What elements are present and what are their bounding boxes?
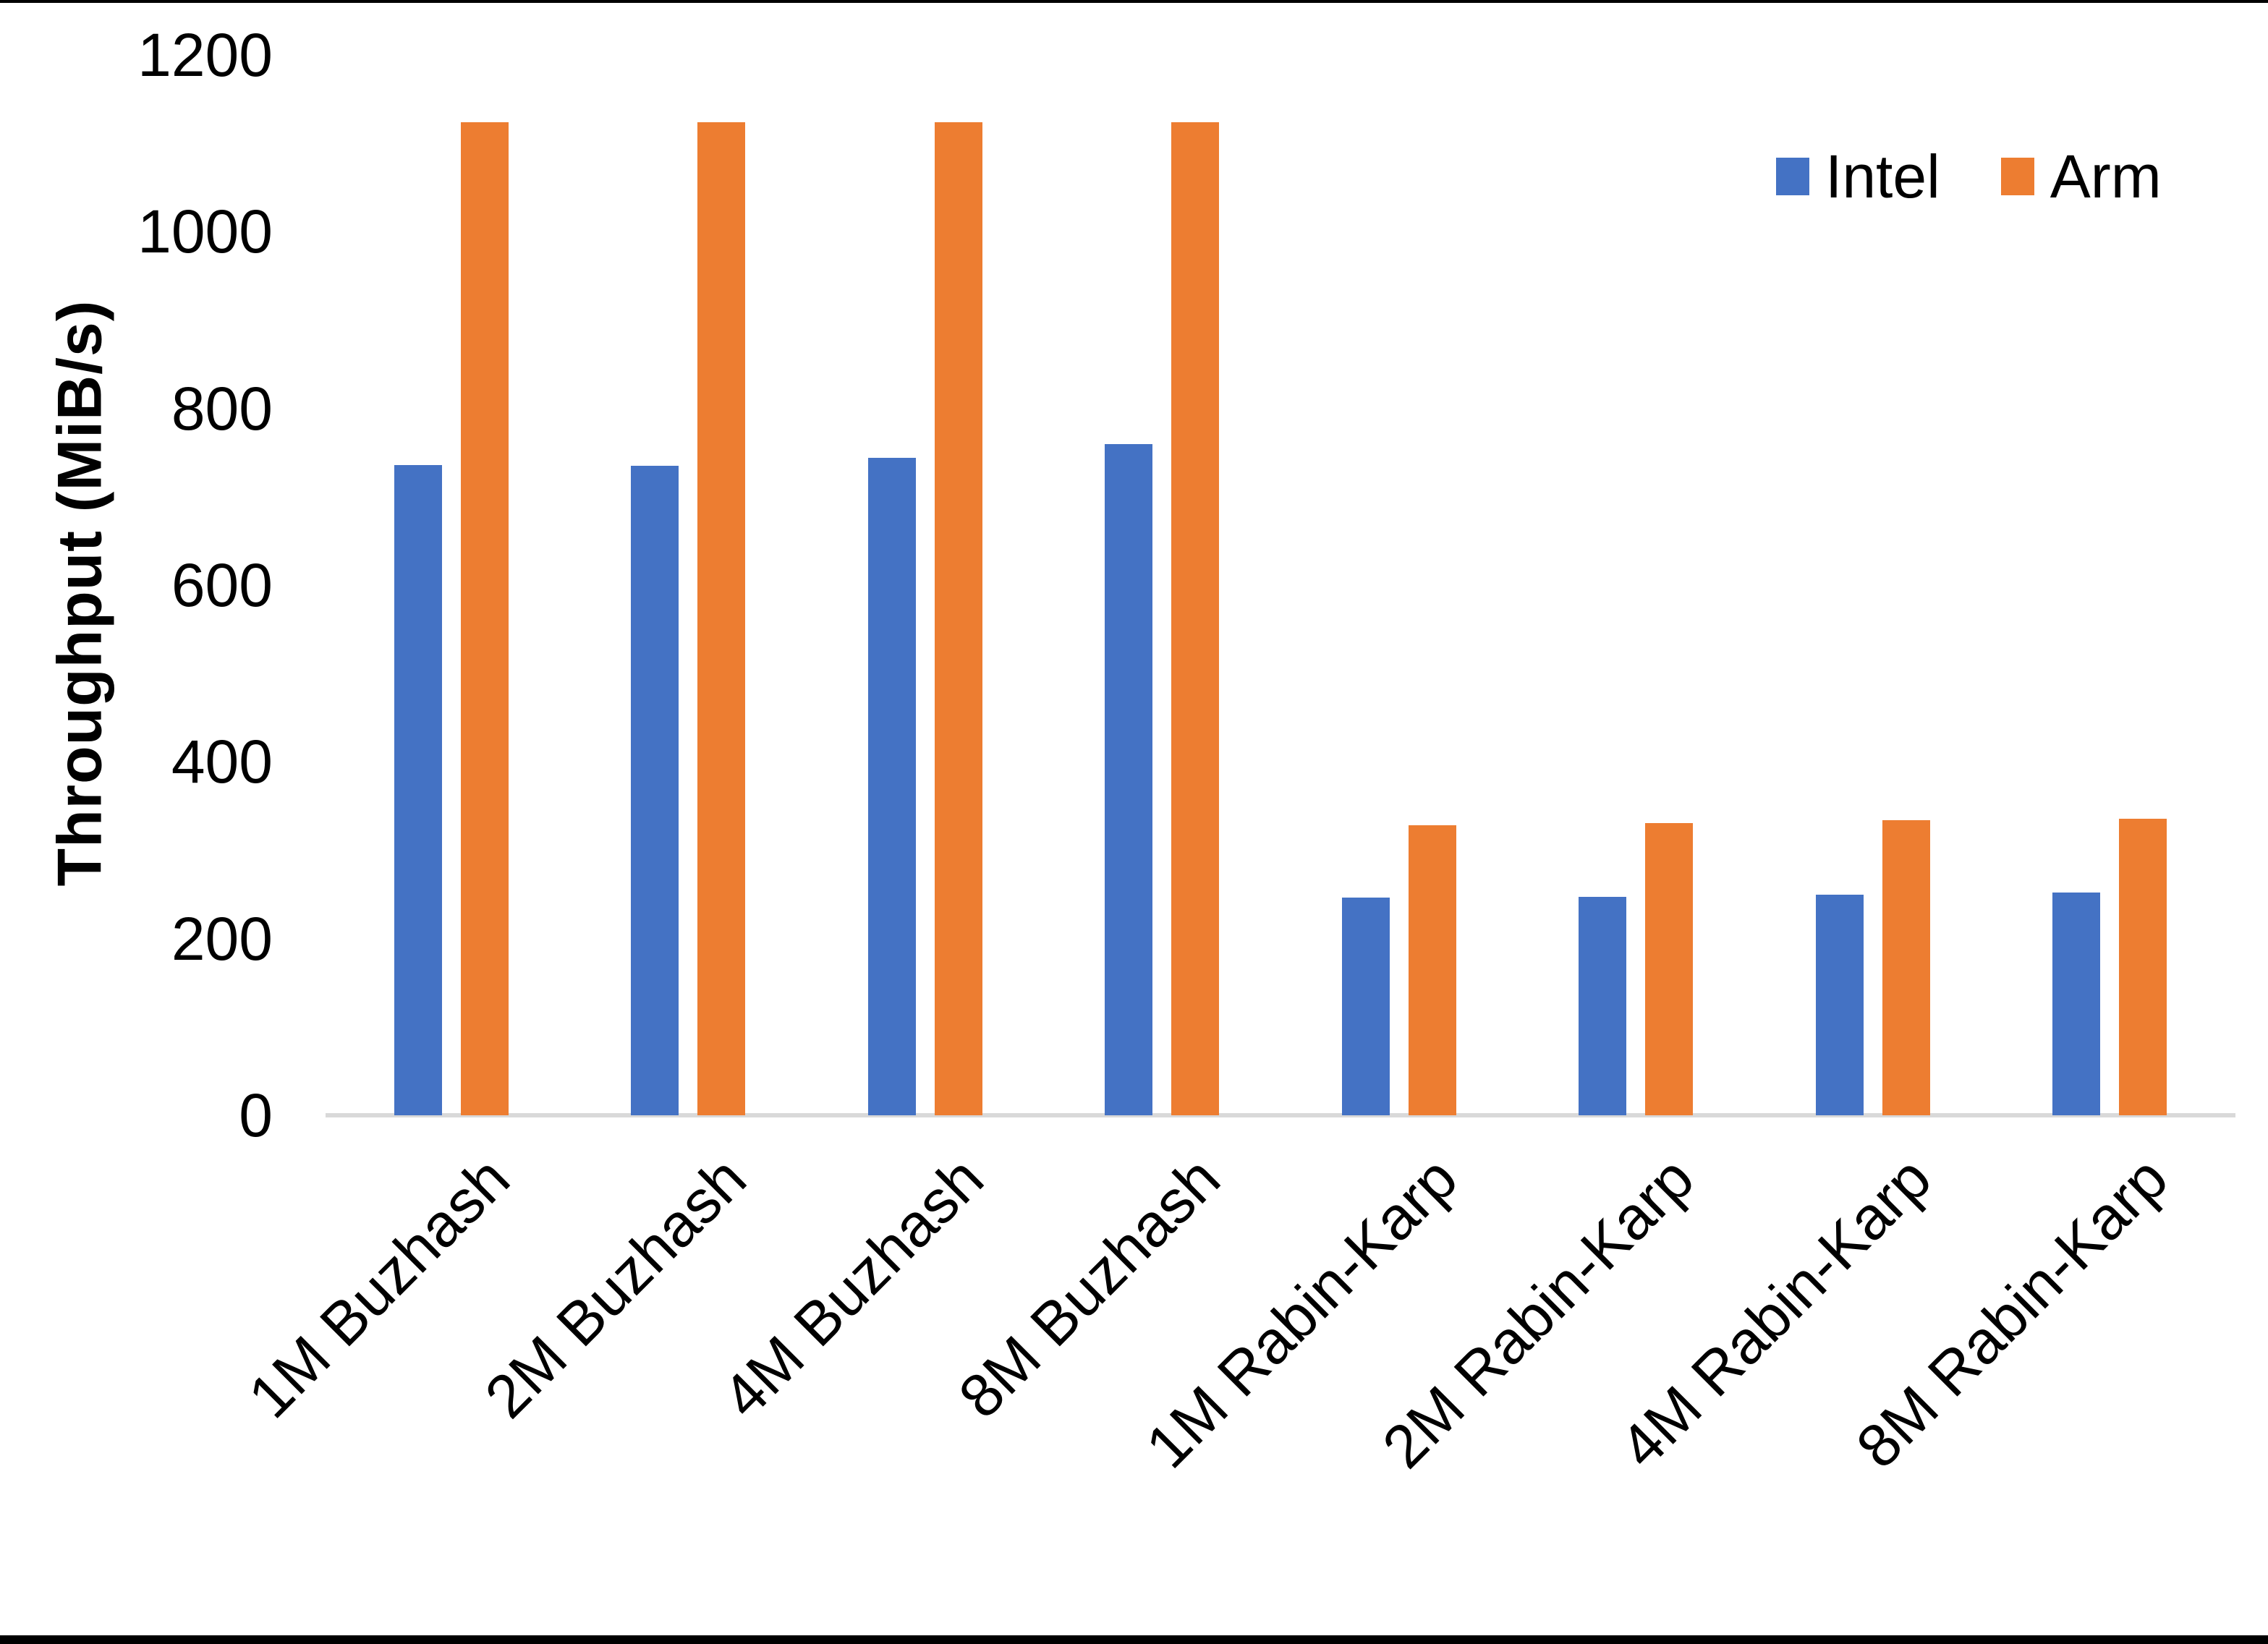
plot-area: [333, 55, 2228, 1115]
bar-arm-3: [934, 122, 982, 1115]
top-border: [0, 0, 2268, 3]
bar-intel-2: [631, 466, 679, 1115]
bottom-border: [0, 1635, 2268, 1644]
x-category-label-1: 1M Buzhash: [235, 1143, 522, 1431]
bar-group-5: [1280, 55, 1518, 1115]
bar-intel-1: [394, 464, 442, 1115]
bar-arm-1: [460, 122, 509, 1115]
bar-arm-8: [2119, 818, 2167, 1115]
y-tick-label-600: 600: [171, 551, 273, 619]
bar-group-1: [333, 55, 570, 1115]
y-tick-label-1200: 1200: [137, 21, 273, 89]
x-category-label-8: 8M Rabin-Karp: [1843, 1143, 2181, 1481]
y-tick-label-1000: 1000: [137, 197, 273, 266]
bar-arm-5: [1408, 825, 1456, 1115]
legend: Intel Arm: [1776, 143, 2162, 210]
x-category-label-7: 4M Rabin-Karp: [1606, 1143, 1944, 1481]
bar-intel-3: [867, 458, 916, 1115]
x-axis-line: [326, 1113, 2235, 1117]
y-tick-label-800: 800: [171, 374, 273, 443]
x-category-label-5: 1M Rabin-Karp: [1132, 1143, 1470, 1481]
bar-group-3: [807, 55, 1044, 1115]
bar-intel-4: [1105, 443, 1153, 1115]
y-axis-tick-labels: 0 200 400 600 800 1000 1200: [0, 0, 273, 1644]
bar-intel-5: [1341, 898, 1390, 1115]
bar-intel-7: [1815, 894, 1864, 1115]
bar-arm-4: [1171, 122, 1220, 1115]
bar-intel-6: [1579, 897, 1627, 1115]
x-category-label-3: 4M Buzhash: [709, 1143, 996, 1431]
legend-label-intel: Intel: [1825, 142, 1940, 210]
x-category-label-4: 8M Buzhash: [946, 1143, 1233, 1431]
x-category-label-2: 2M Buzhash: [472, 1143, 760, 1431]
bar-group-4: [1044, 55, 1281, 1115]
bar-group-8: [1992, 55, 2229, 1115]
legend-label-arm: Arm: [2050, 142, 2162, 210]
bar-arm-7: [1882, 819, 1930, 1115]
bar-group-2: [570, 55, 807, 1115]
bar-arm-2: [697, 122, 746, 1115]
legend-item-intel: Intel: [1776, 146, 1940, 207]
x-category-label-6: 2M Rabin-Karp: [1369, 1143, 1707, 1481]
legend-swatch-intel: [1776, 158, 1809, 195]
y-tick-label-200: 200: [171, 904, 273, 973]
legend-swatch-arm: [2000, 158, 2034, 195]
bar-group-6: [1518, 55, 1755, 1115]
y-tick-label-400: 400: [171, 728, 273, 796]
bar-arm-6: [1645, 822, 1694, 1115]
legend-item-arm: Arm: [2000, 142, 2162, 210]
y-tick-label-0: 0: [239, 1081, 273, 1149]
bar-intel-8: [2052, 893, 2101, 1115]
bar-group-7: [1754, 55, 1992, 1115]
